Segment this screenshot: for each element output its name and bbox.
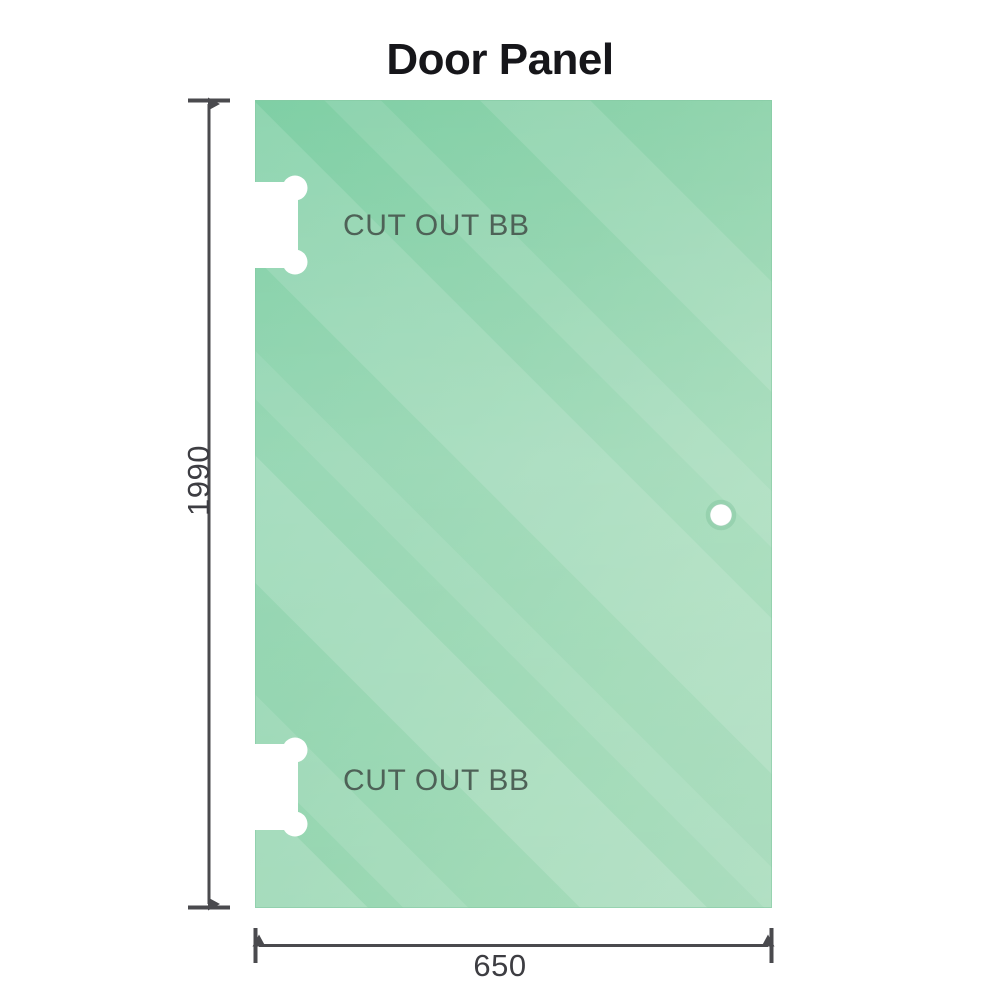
glass-door-panel [255,100,772,908]
height-dimension-label: 1990 [180,445,216,516]
width-dimension-label: 650 [473,948,527,983]
page-title: Door Panel [386,35,614,84]
cutout-label-bottom: CUT OUT BB [343,764,530,797]
handle-hole-edge [709,503,733,527]
handle-hole-shadow [705,499,737,531]
cutout-label-top: CUT OUT BB [343,209,530,242]
panel-graphic [255,100,772,908]
